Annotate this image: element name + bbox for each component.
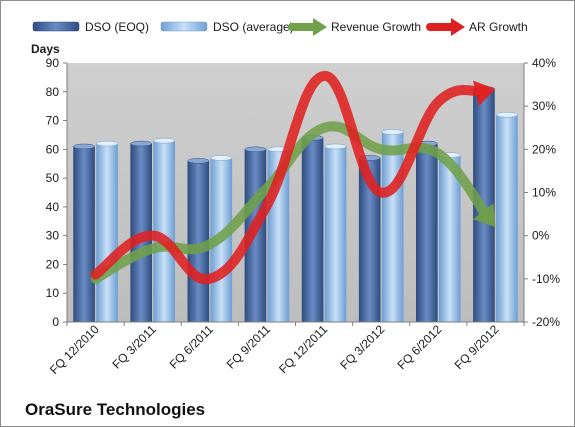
- y-tick-label: 60: [46, 142, 60, 156]
- legend-item-dso-average: DSO (average): [160, 20, 294, 34]
- y-tick-label: 90: [46, 56, 60, 70]
- x-tick-label: FQ 3/2011: [109, 322, 159, 372]
- company-name: OraSure Technologies: [25, 400, 205, 419]
- y-tick-label: 80: [46, 85, 60, 99]
- legend-swatch-dso-average: [160, 21, 208, 32]
- line-revenue-growth: [90, 121, 494, 284]
- bar-dso-eoq-fq-12-2010: [73, 146, 95, 323]
- x-tick-label: FQ 6/2011: [167, 322, 217, 372]
- legend-label-ar-growth: AR Growth: [469, 20, 528, 34]
- line-group: [90, 70, 496, 285]
- y-tick-label: 10: [46, 286, 60, 300]
- y2-tick-label: -10%: [532, 272, 560, 286]
- y-axis-title: Days: [31, 42, 60, 56]
- legend-label-dso-eoq: DSO (EOQ): [85, 20, 149, 34]
- bar-cap-dso-average-fq-3-2012: [381, 129, 404, 135]
- legend-item-dso-eoq: DSO (EOQ): [32, 20, 149, 34]
- legend-arrowhead-revenue-growth: [313, 18, 327, 36]
- bar-dso-eoq-fq-6-2012: [416, 143, 438, 323]
- bar-dso-average-fq-9-2012: [496, 114, 518, 323]
- bar-cap-dso-average-fq-3-2011: [153, 137, 175, 144]
- y-tick-label: 70: [46, 114, 60, 128]
- bar-dso-average-fq-12-2011: [324, 146, 347, 323]
- x-tick-label: FQ 9/2011: [224, 322, 274, 372]
- x-tick-label: FQ 9/2012: [452, 322, 502, 372]
- bar-dso-eoq-fq-12-2011: [301, 137, 324, 323]
- x-tick-label: FQ 12/2010: [47, 322, 102, 377]
- y-tick-label: 40: [46, 200, 60, 214]
- y2-tick-label: -20%: [532, 315, 560, 329]
- arrowhead-ar-growth: [473, 80, 496, 107]
- bar-cap-dso-eoq-fq-9-2011: [244, 146, 267, 153]
- legend-arrowhead-ar-growth: [451, 18, 465, 36]
- legend-item-ar-growth: AR Growth: [426, 18, 528, 36]
- bar-cap-dso-average-fq-12-2010: [96, 140, 118, 147]
- y-tick-label: 30: [46, 229, 60, 243]
- y2-tick-label: 40%: [532, 56, 556, 70]
- legend-label-revenue-growth: Revenue Growth: [331, 20, 421, 34]
- y-tick-label: 50: [46, 171, 60, 185]
- y-tick-label: 0: [52, 315, 59, 329]
- x-tick-label: FQ 12/2011: [276, 322, 330, 376]
- legend: DSO (EOQ) DSO (average) Revenue Growth A…: [32, 18, 528, 36]
- y2-tick-label: 20%: [532, 142, 556, 156]
- legend-item-revenue-growth: Revenue Growth: [288, 18, 421, 36]
- legend-label-dso-average: DSO (average): [213, 20, 294, 34]
- arrowhead-revenue-growth: [472, 203, 496, 228]
- y2-tick-label: 30%: [532, 99, 556, 113]
- bar-dso-average-fq-12-2010: [96, 143, 118, 323]
- y-tick-label: 20: [46, 257, 60, 271]
- y2-tick-label: 0%: [532, 229, 550, 243]
- bar-cap-dso-eoq-fq-3-2011: [130, 140, 152, 147]
- bar-cap-dso-eoq-fq-6-2011: [187, 158, 210, 164]
- bar-cap-dso-average-fq-6-2011: [210, 155, 233, 161]
- bar-dso-average-fq-6-2012: [439, 154, 461, 323]
- y2-tick-label: 10%: [532, 186, 556, 200]
- legend-swatch-dso-eoq: [32, 21, 80, 32]
- line-ar-growth: [90, 70, 489, 285]
- x-tick-label: FQ 6/2012: [394, 322, 444, 372]
- bar-cap-dso-eoq-fq-12-2010: [73, 143, 95, 150]
- bar-cap-dso-average-fq-9-2012: [496, 112, 518, 118]
- x-tick-label: FQ 3/2012: [337, 322, 387, 372]
- bar-dso-average-fq-3-2012: [381, 131, 404, 323]
- bar-cap-dso-average-fq-12-2011: [324, 143, 347, 150]
